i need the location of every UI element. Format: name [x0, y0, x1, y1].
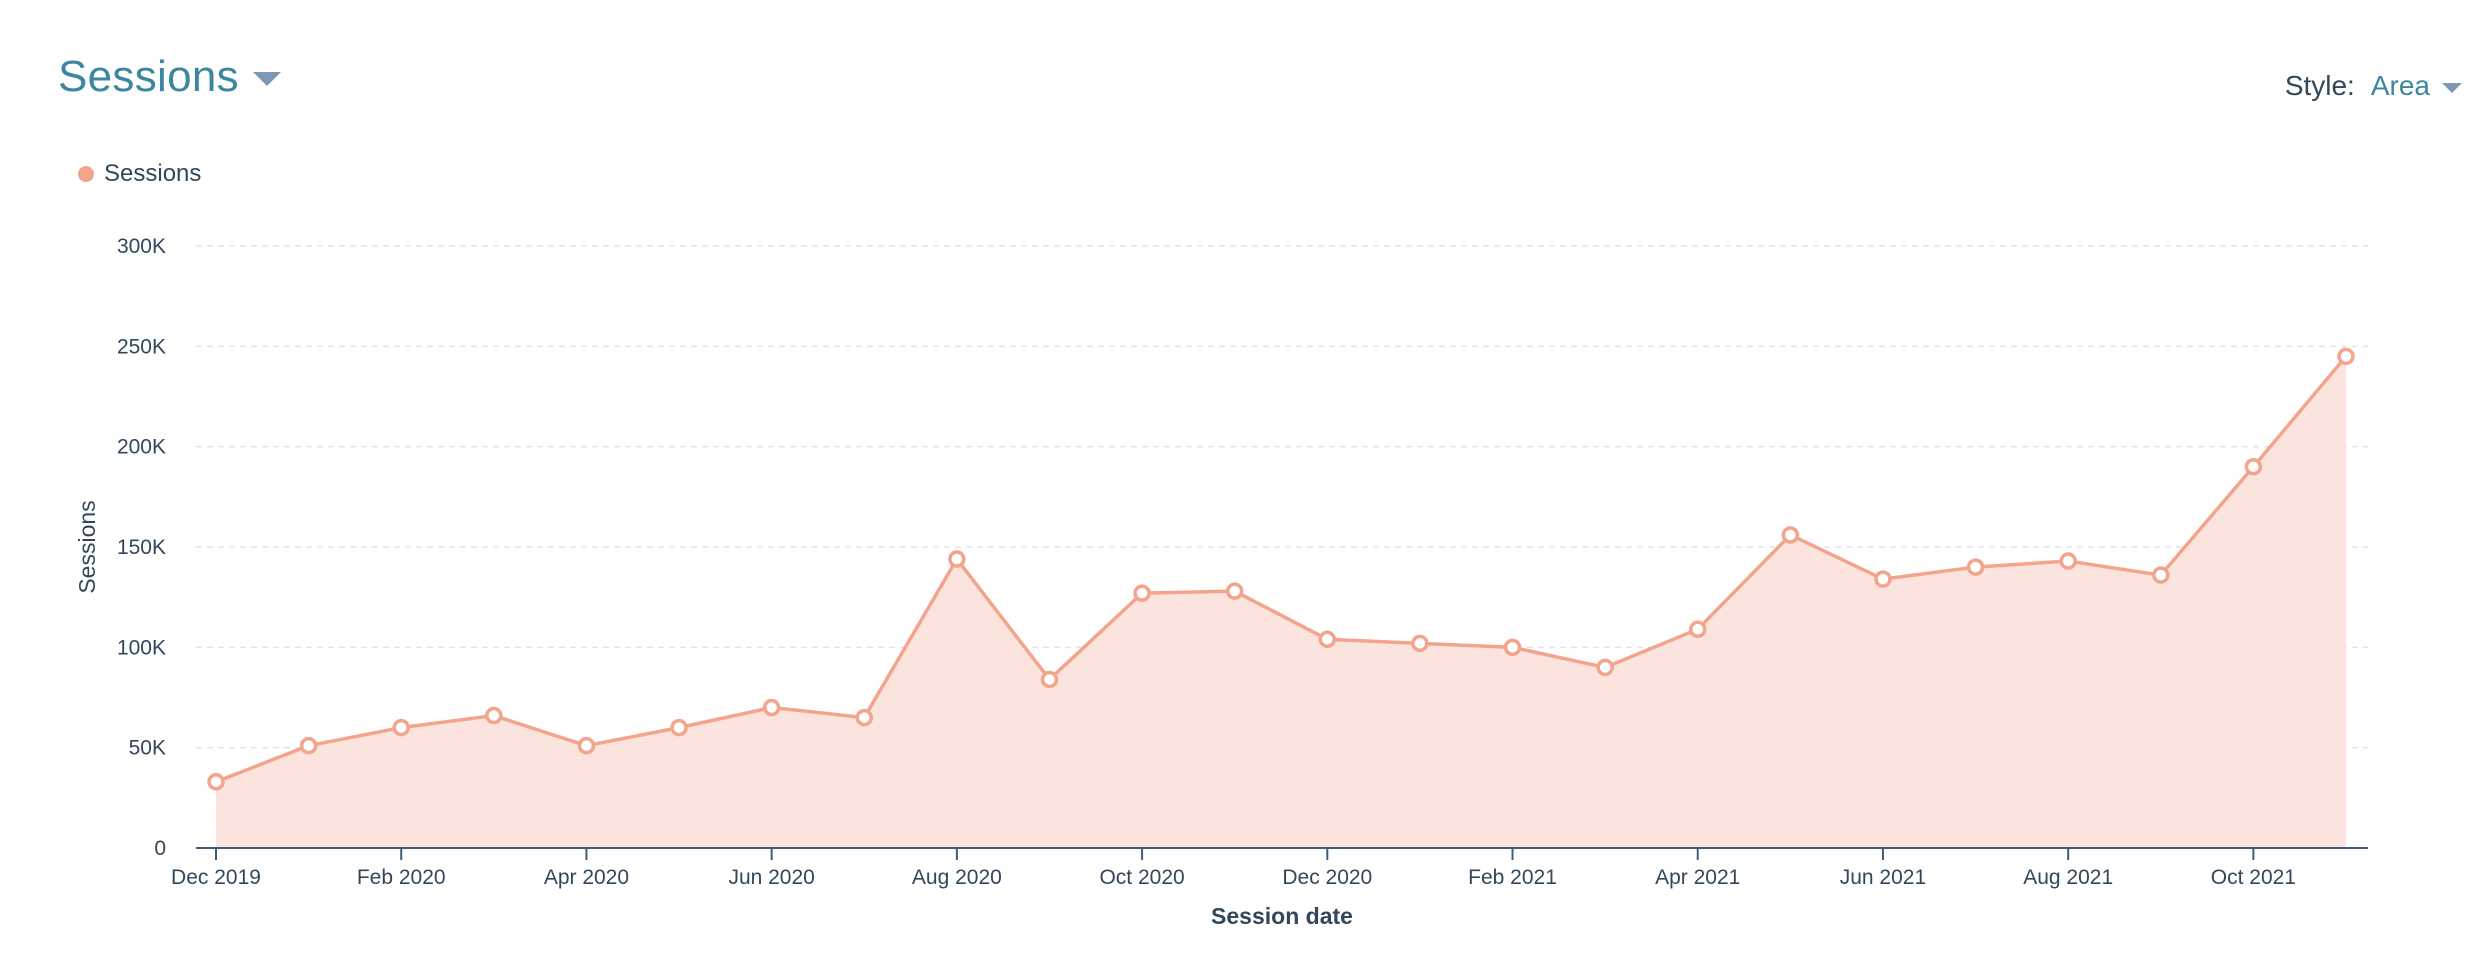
x-tick-label: Apr 2020 — [544, 866, 629, 889]
style-selector[interactable]: Style: Area — [2285, 70, 2462, 102]
data-point[interactable] — [855, 708, 874, 727]
data-point[interactable] — [948, 550, 966, 568]
x-tick-label: Feb 2020 — [357, 866, 446, 889]
x-tick-label: Aug 2021 — [2023, 866, 2113, 889]
legend-label: Sessions — [104, 160, 202, 187]
y-tick-label: 50K — [129, 737, 166, 760]
data-point[interactable] — [2244, 457, 2263, 476]
area-fill — [216, 356, 2346, 848]
x-tick-label: Feb 2021 — [1468, 866, 1557, 889]
x-axis-title: Session date — [1211, 903, 1353, 929]
data-point[interactable] — [1874, 570, 1892, 588]
data-point[interactable] — [392, 718, 410, 737]
data-point[interactable] — [2337, 347, 2355, 366]
data-point[interactable] — [1503, 638, 1522, 657]
x-tick-label: Dec 2019 — [171, 866, 261, 889]
y-axis-title: Sessions — [74, 500, 100, 593]
legend-marker — [78, 166, 94, 182]
area — [215, 355, 2348, 848]
x-tick-label: Oct 2021 — [2211, 866, 2296, 889]
x-tick-label: Apr 2021 — [1655, 866, 1740, 889]
data-point[interactable] — [577, 736, 596, 755]
data-point[interactable] — [1966, 558, 1985, 576]
series-line — [215, 355, 2348, 784]
data-point[interactable] — [1688, 620, 1707, 639]
legend[interactable]: Sessions — [78, 160, 201, 188]
data-point[interactable] — [1133, 584, 1151, 602]
data-point[interactable] — [1411, 634, 1429, 653]
chevron-down-icon — [2442, 83, 2462, 93]
x-tick-label: Jun 2020 — [728, 866, 814, 889]
y-tick-label: 200K — [117, 436, 166, 459]
y-tick-label: 100K — [117, 636, 166, 659]
style-value[interactable]: Area — [2370, 70, 2430, 101]
data-point[interactable] — [1318, 630, 1337, 649]
data-point[interactable] — [762, 698, 781, 717]
data-point[interactable] — [2152, 566, 2170, 584]
data-point[interactable] — [1781, 526, 1800, 544]
data-point[interactable] — [207, 773, 225, 791]
axes: 0 50K 100K 150K 200K 250K 300K Dec 2019 Feb 2020… — [117, 235, 2368, 889]
data-point[interactable] — [299, 736, 318, 755]
data-point[interactable] — [670, 718, 688, 737]
x-tick-label: Oct 2020 — [1099, 866, 1184, 889]
y-tick-label: 150K — [117, 536, 166, 559]
data-point[interactable] — [1596, 658, 1614, 677]
data-point[interactable] — [1040, 670, 1059, 689]
data-point[interactable] — [2059, 552, 2077, 570]
style-label: Style: — [2284, 70, 2355, 101]
chevron-down-icon — [252, 72, 281, 86]
x-tick-label: Dec 2020 — [1282, 866, 1372, 889]
x-tick-label: Jun 2021 — [1840, 866, 1926, 889]
chart-title: Sessions — [58, 52, 239, 101]
y-tick-label: 0 — [154, 837, 166, 860]
data-point[interactable] — [1225, 582, 1244, 600]
data-points[interactable] — [207, 347, 2355, 791]
chart-title-dropdown[interactable]: Sessions — [58, 52, 281, 102]
x-tick-label: Aug 2020 — [912, 866, 1002, 889]
data-point[interactable] — [485, 706, 503, 725]
y-tick-label: 250K — [117, 335, 166, 358]
y-tick-label: 300K — [117, 235, 166, 258]
